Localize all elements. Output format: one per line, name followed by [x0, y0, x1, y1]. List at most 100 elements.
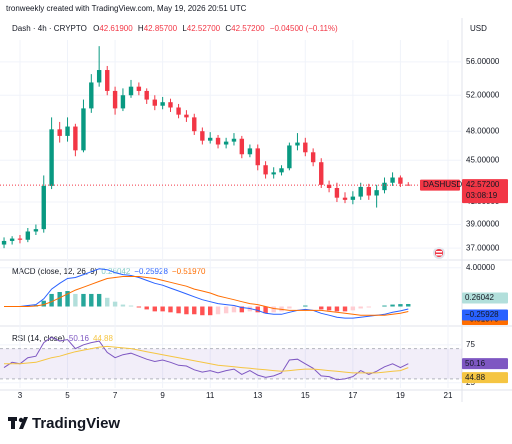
histogram-bar	[303, 305, 308, 307]
x-tick-label: 13	[253, 391, 262, 400]
histogram-bar	[255, 306, 260, 313]
ohlc-value: 42.61900	[99, 24, 133, 33]
x-tick-label: 21	[444, 391, 453, 400]
logo-text: TradingView	[32, 415, 120, 432]
histogram-bar	[160, 306, 165, 312]
rsi-title: RSI (14, close) 50.16 44.88	[12, 334, 114, 343]
candle-body	[152, 99, 157, 106]
candle-body	[41, 185, 46, 230]
histogram-bar	[120, 304, 126, 307]
ohlc-key: H	[138, 24, 144, 33]
candle-body	[326, 184, 332, 189]
candle-body	[144, 90, 149, 100]
candle-body	[231, 138, 237, 142]
histogram-bar	[231, 306, 237, 313]
price-tag	[462, 309, 508, 321]
candle-body	[184, 114, 189, 118]
indicator-line	[4, 276, 409, 316]
histogram-bar	[65, 291, 70, 307]
candle-body	[358, 186, 363, 197]
x-tick-label: 15	[301, 391, 310, 400]
indicator-line	[4, 345, 409, 374]
histogram-bar	[73, 293, 78, 307]
price-tag-label: 42.57200	[466, 180, 500, 189]
candle-body	[310, 152, 316, 163]
x-tick-label: 5	[65, 391, 70, 400]
x-tick-label: 9	[160, 391, 165, 400]
x-tick-label: 17	[348, 391, 357, 400]
candle-body	[239, 138, 245, 155]
histogram-bar	[263, 306, 268, 314]
symbol: Dash · 4h · CRYPTO	[12, 24, 87, 33]
macd-value: −0.51970	[172, 267, 206, 276]
ohlc-value: 42.57200	[231, 24, 265, 33]
candle-body	[192, 117, 197, 132]
rsi-band	[0, 348, 462, 379]
histogram-bar	[128, 305, 134, 307]
candle-body	[334, 188, 340, 198]
ohlc-row: Dash · 4h · CRYPTO O42.61900 H42.85700 L…	[12, 24, 338, 33]
candle-body	[390, 177, 395, 183]
candle-body	[120, 95, 126, 109]
histogram-bar	[215, 306, 221, 315]
candle-body	[9, 238, 15, 241]
candle-body	[295, 142, 300, 146]
candle-body	[263, 165, 268, 175]
candle-body	[342, 197, 348, 200]
rsi-title-text: RSI (14, close)	[12, 334, 65, 343]
candle-body	[57, 129, 62, 136]
histogram-bar	[398, 304, 403, 307]
histogram-bar	[192, 306, 197, 315]
candle-body	[287, 145, 292, 169]
candle-body	[33, 229, 39, 232]
rsi-value: 50.16	[69, 334, 90, 343]
candle-body	[398, 177, 403, 184]
macd-title: MACD (close, 12, 26, 9) 0.26042 −0.25928 −0…	[12, 267, 206, 276]
y-tick-label: 4.00000	[466, 263, 495, 272]
price-tag	[462, 179, 508, 204]
candle-body	[49, 129, 54, 186]
candle-body	[17, 238, 23, 240]
candle-body	[279, 168, 284, 173]
histogram-bar	[319, 306, 324, 310]
histogram-bar	[144, 306, 149, 310]
x-tick-label: 19	[396, 391, 405, 400]
indicator-line	[4, 268, 409, 319]
price-tag-label: −0.25928	[465, 310, 499, 319]
histogram-bar	[366, 306, 371, 308]
histogram-bar	[112, 301, 118, 307]
histogram-bar	[136, 306, 142, 308]
candle-body	[303, 142, 308, 153]
y-tick-label: 37.00000	[466, 243, 500, 252]
y-tick-label: 39.00000	[466, 220, 500, 229]
countdown: 03:08:19	[466, 191, 498, 200]
candle-body	[1, 240, 7, 245]
candle-body	[255, 148, 260, 166]
price-tag-label: 0.26042	[465, 293, 494, 302]
x-tick-label: 3	[18, 391, 23, 400]
ohlc-key: L	[182, 24, 187, 33]
credit: tronweekly created with TradingView.com,…	[6, 4, 247, 13]
histogram-bar	[223, 306, 229, 314]
candle-body	[81, 108, 86, 151]
candle-body	[136, 86, 142, 91]
price-tag-label: DASHUSD	[423, 180, 462, 189]
candle-body	[176, 107, 181, 115]
y-tick-label: 75	[466, 340, 475, 349]
indicator-line	[3, 336, 409, 381]
histogram-bar	[334, 306, 340, 312]
ohlc-value: 42.52700	[187, 24, 221, 33]
ohlc-key: O	[93, 24, 99, 33]
histogram-bar	[342, 306, 348, 312]
candle-body	[65, 126, 70, 136]
price-tag	[462, 358, 508, 370]
change: −0.04500 (−0.11%)	[270, 24, 338, 33]
histogram-bar	[41, 300, 46, 307]
histogram-bar	[271, 306, 276, 313]
histogram-bar	[105, 297, 110, 307]
histogram-bar	[152, 306, 157, 312]
histogram-bar	[200, 306, 205, 316]
y-tick-label: 56.00000	[466, 57, 500, 66]
